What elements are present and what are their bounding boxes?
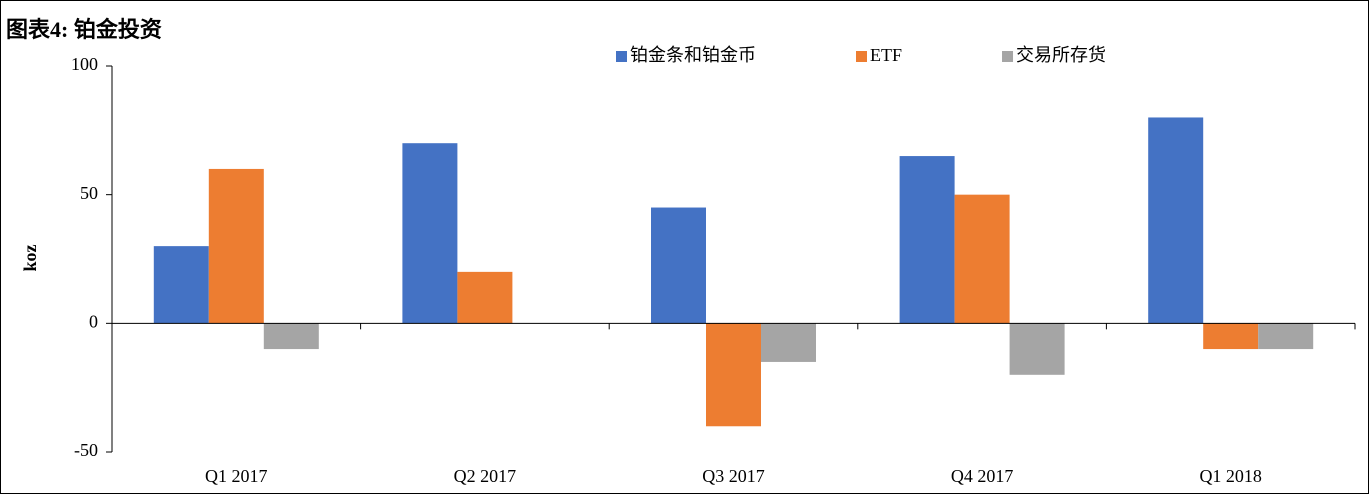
bar [1203,323,1259,350]
legend-label: 铂金条和铂金币 [630,45,756,65]
y-tick-label: 50 [80,183,98,203]
bar [263,323,319,350]
legend-label: ETF [870,45,902,65]
bar [1258,323,1314,350]
bar [761,323,816,362]
y-tick-label: 100 [71,54,98,74]
legend-swatch [1002,51,1014,62]
chart-title: 图表4: 铂金投资 [6,17,162,42]
x-tick-label: Q1 2018 [1199,466,1262,486]
legend-label: 交易所存货 [1016,45,1106,65]
bar [402,143,458,324]
x-tick-label: Q2 2017 [454,466,517,486]
x-tick-label: Q1 2017 [205,466,268,486]
x-tick-label: Q3 2017 [702,466,765,486]
bar [899,156,955,324]
bar [153,246,209,324]
bar [954,194,1010,324]
bar [1009,323,1065,375]
legend-swatch [616,51,627,62]
y-tick-label: -50 [74,440,98,460]
bar [1148,117,1204,324]
bar [651,207,706,324]
bar [457,271,513,324]
legend-swatch [856,51,867,62]
x-tick-label: Q4 2017 [951,466,1014,486]
y-tick-label: 0 [89,311,98,331]
bar [706,323,761,427]
y-axis-label: koz [20,244,40,271]
bar [208,168,264,324]
